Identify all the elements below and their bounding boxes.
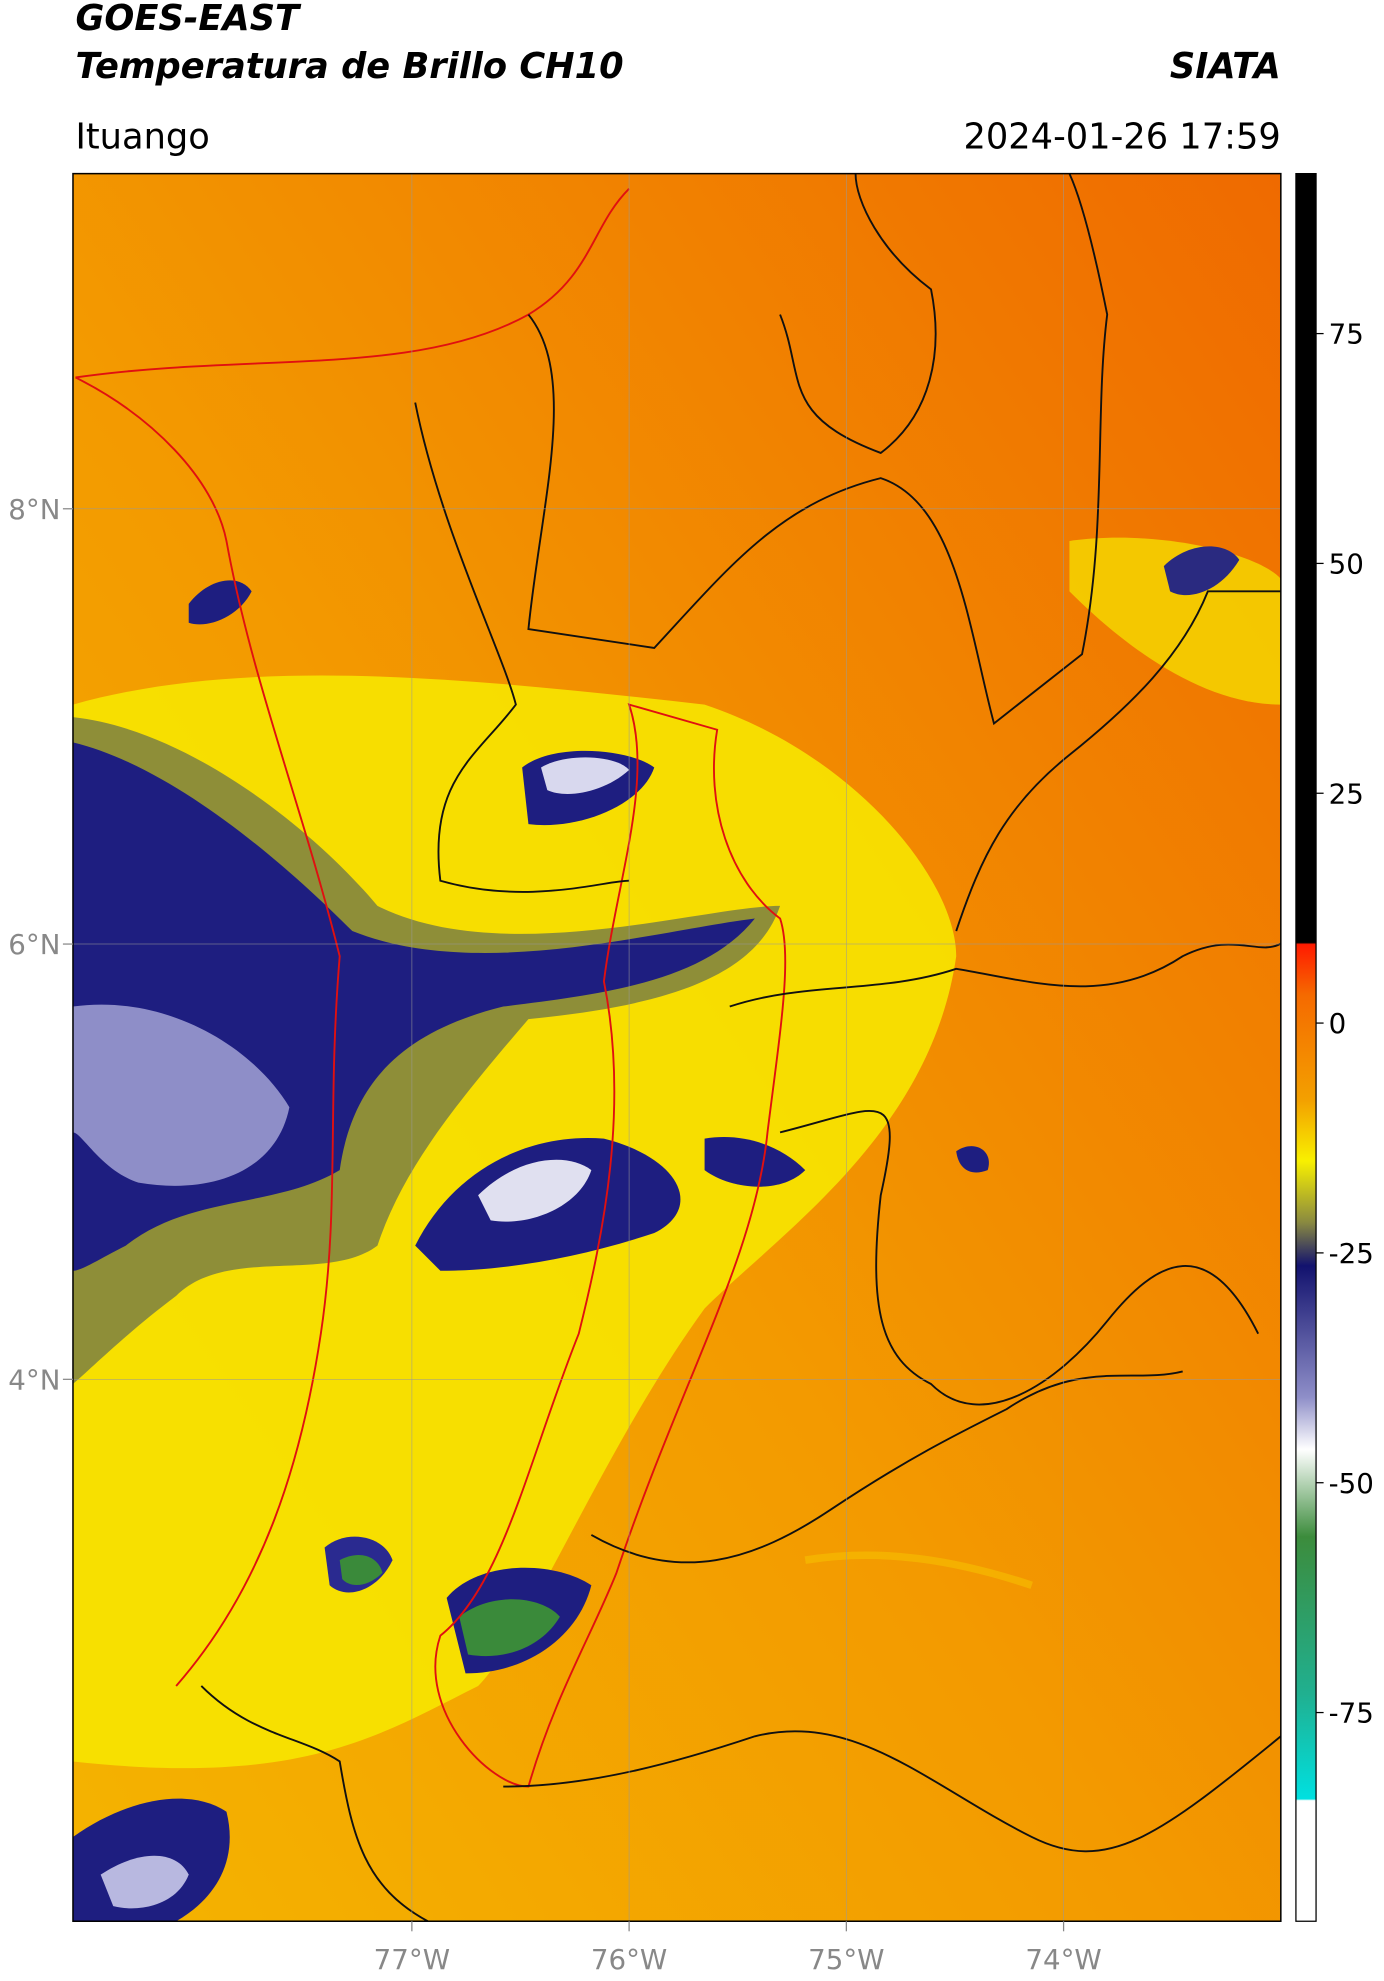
org: SIATA — [1170, 46, 1281, 87]
grid — [72, 173, 1281, 1922]
title: GOES-EAST — [75, 0, 302, 39]
colorbar-tick-label: -25 — [1329, 1237, 1374, 1270]
map-frame — [72, 172, 1282, 1922]
colorbar — [1295, 172, 1317, 1922]
colorbar-tick-label: 25 — [1329, 777, 1364, 810]
colorbar-tick-label: 50 — [1329, 547, 1364, 580]
colorbar-tick-label: 0 — [1329, 1007, 1347, 1040]
colorbar-tick-label: -75 — [1329, 1697, 1374, 1730]
subtitle: Temperatura de Brillo CH10 — [75, 46, 623, 87]
colorbar-tick-label: 75 — [1329, 318, 1364, 351]
imagery — [72, 173, 1281, 1922]
colorbar-tick-label: -50 — [1329, 1467, 1374, 1500]
x-tick-label: 74°W — [1025, 1943, 1101, 1976]
y-tick-label: 6°N — [8, 928, 60, 961]
x-tick-label: 77°W — [374, 1943, 450, 1976]
datetime: 2024-01-26 17:59 — [963, 116, 1280, 157]
x-tick-label: 75°W — [808, 1943, 884, 1976]
location: Ituango — [75, 116, 209, 157]
y-tick-label: 4°N — [8, 1363, 60, 1396]
y-tick-label: 8°N — [8, 493, 60, 526]
x-tick-label: 76°W — [591, 1943, 667, 1976]
